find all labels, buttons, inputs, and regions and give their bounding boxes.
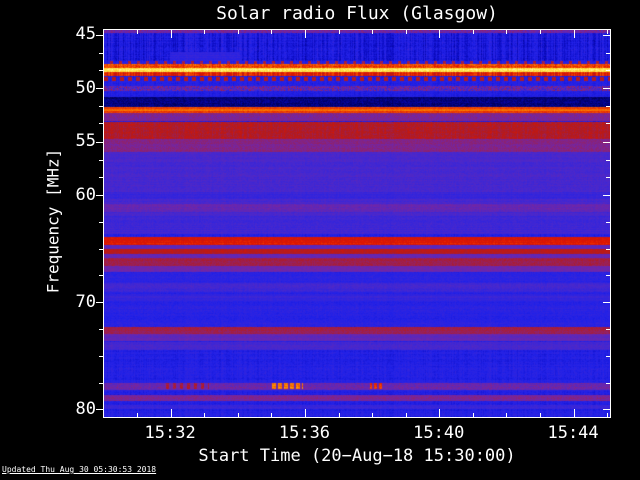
y-tick-major (603, 141, 610, 143)
y-tick-minor (99, 52, 103, 54)
y-tick-minor (606, 106, 610, 108)
x-tick-major (573, 30, 575, 38)
x-tick-major (573, 409, 575, 417)
x-tick-major (170, 409, 172, 417)
x-axis-title: Start Time (20−Aug−18 15:30:00) (198, 446, 516, 466)
y-tick-minor (99, 159, 103, 161)
x-tick-major (170, 30, 172, 38)
y-tick-major (603, 302, 610, 304)
x-tick-major (304, 30, 306, 38)
x-tick-minor (204, 413, 206, 417)
x-tick-minor (271, 30, 273, 34)
y-tick-major (96, 195, 103, 197)
y-tick-minor (99, 275, 103, 277)
y-tick-major (96, 409, 103, 411)
plot-area (96, 29, 611, 418)
y-tick-minor (606, 382, 610, 384)
x-tick-label: 15:32 (144, 423, 196, 443)
y-tick-label: 60 (75, 184, 96, 205)
x-tick-label: 15:44 (547, 423, 599, 443)
x-tick-minor (338, 30, 340, 34)
footer-updated-text: Updated Thu Aug 30 05:30:53 2018 (2, 465, 157, 474)
x-tick-minor (607, 30, 609, 34)
x-tick-minor (472, 413, 474, 417)
y-tick-minor (99, 106, 103, 108)
x-tick-major (439, 409, 441, 417)
y-tick-minor (99, 221, 103, 223)
y-tick-minor (99, 355, 103, 357)
x-tick-minor (271, 413, 273, 417)
x-tick-minor (539, 413, 541, 417)
y-tick-minor (99, 382, 103, 384)
x-tick-minor (506, 30, 508, 34)
x-tick-minor (539, 30, 541, 34)
y-tick-label: 80 (75, 398, 96, 419)
y-tick-minor (606, 329, 610, 330)
y-tick-minor (99, 329, 103, 330)
y-tick-label: 70 (75, 291, 96, 312)
x-tick-label: 15:36 (278, 423, 331, 443)
y-tick-minor (606, 52, 610, 54)
x-tick-minor (405, 413, 407, 417)
y-tick-minor (606, 176, 610, 178)
x-tick-minor (607, 413, 609, 417)
y-tick-label: 45 (75, 24, 96, 45)
y-tick-minor (606, 355, 610, 357)
y-tick-minor (606, 248, 610, 250)
y-tick-minor (606, 123, 610, 125)
chart-title: Solar radio Flux (Glasgow) (216, 3, 498, 24)
y-tick-label: 50 (75, 77, 96, 98)
y-tick-minor (99, 248, 103, 250)
y-tick-minor (606, 69, 610, 71)
y-tick-major (603, 88, 610, 90)
y-tick-minor (99, 176, 103, 178)
x-tick-minor (472, 30, 474, 34)
y-tick-minor (99, 123, 103, 125)
x-tick-minor (506, 413, 508, 417)
y-tick-major (603, 195, 610, 197)
y-tick-minor (606, 159, 610, 161)
y-tick-minor (99, 69, 103, 71)
y-tick-major (96, 141, 103, 143)
x-tick-minor (338, 413, 340, 417)
y-axis-title: Frequency [MHz] (43, 148, 63, 294)
x-tick-minor (204, 30, 206, 34)
x-tick-minor (237, 30, 239, 34)
y-tick-major (96, 34, 103, 36)
x-tick-minor (137, 30, 139, 34)
x-tick-major (439, 30, 441, 38)
y-tick-minor (606, 275, 610, 277)
x-tick-minor (405, 30, 407, 34)
y-tick-major (603, 34, 610, 36)
x-tick-minor (372, 413, 374, 417)
y-tick-minor (606, 221, 610, 223)
spectrogram-canvas (104, 30, 610, 417)
y-tick-major (96, 88, 103, 90)
x-tick-minor (372, 30, 374, 34)
y-tick-label: 55 (75, 131, 96, 152)
x-tick-label: 15:40 (413, 423, 465, 443)
y-tick-major (603, 409, 610, 411)
x-tick-minor (137, 413, 139, 417)
x-tick-minor (237, 413, 239, 417)
x-tick-major (304, 409, 306, 417)
y-tick-major (96, 302, 103, 304)
